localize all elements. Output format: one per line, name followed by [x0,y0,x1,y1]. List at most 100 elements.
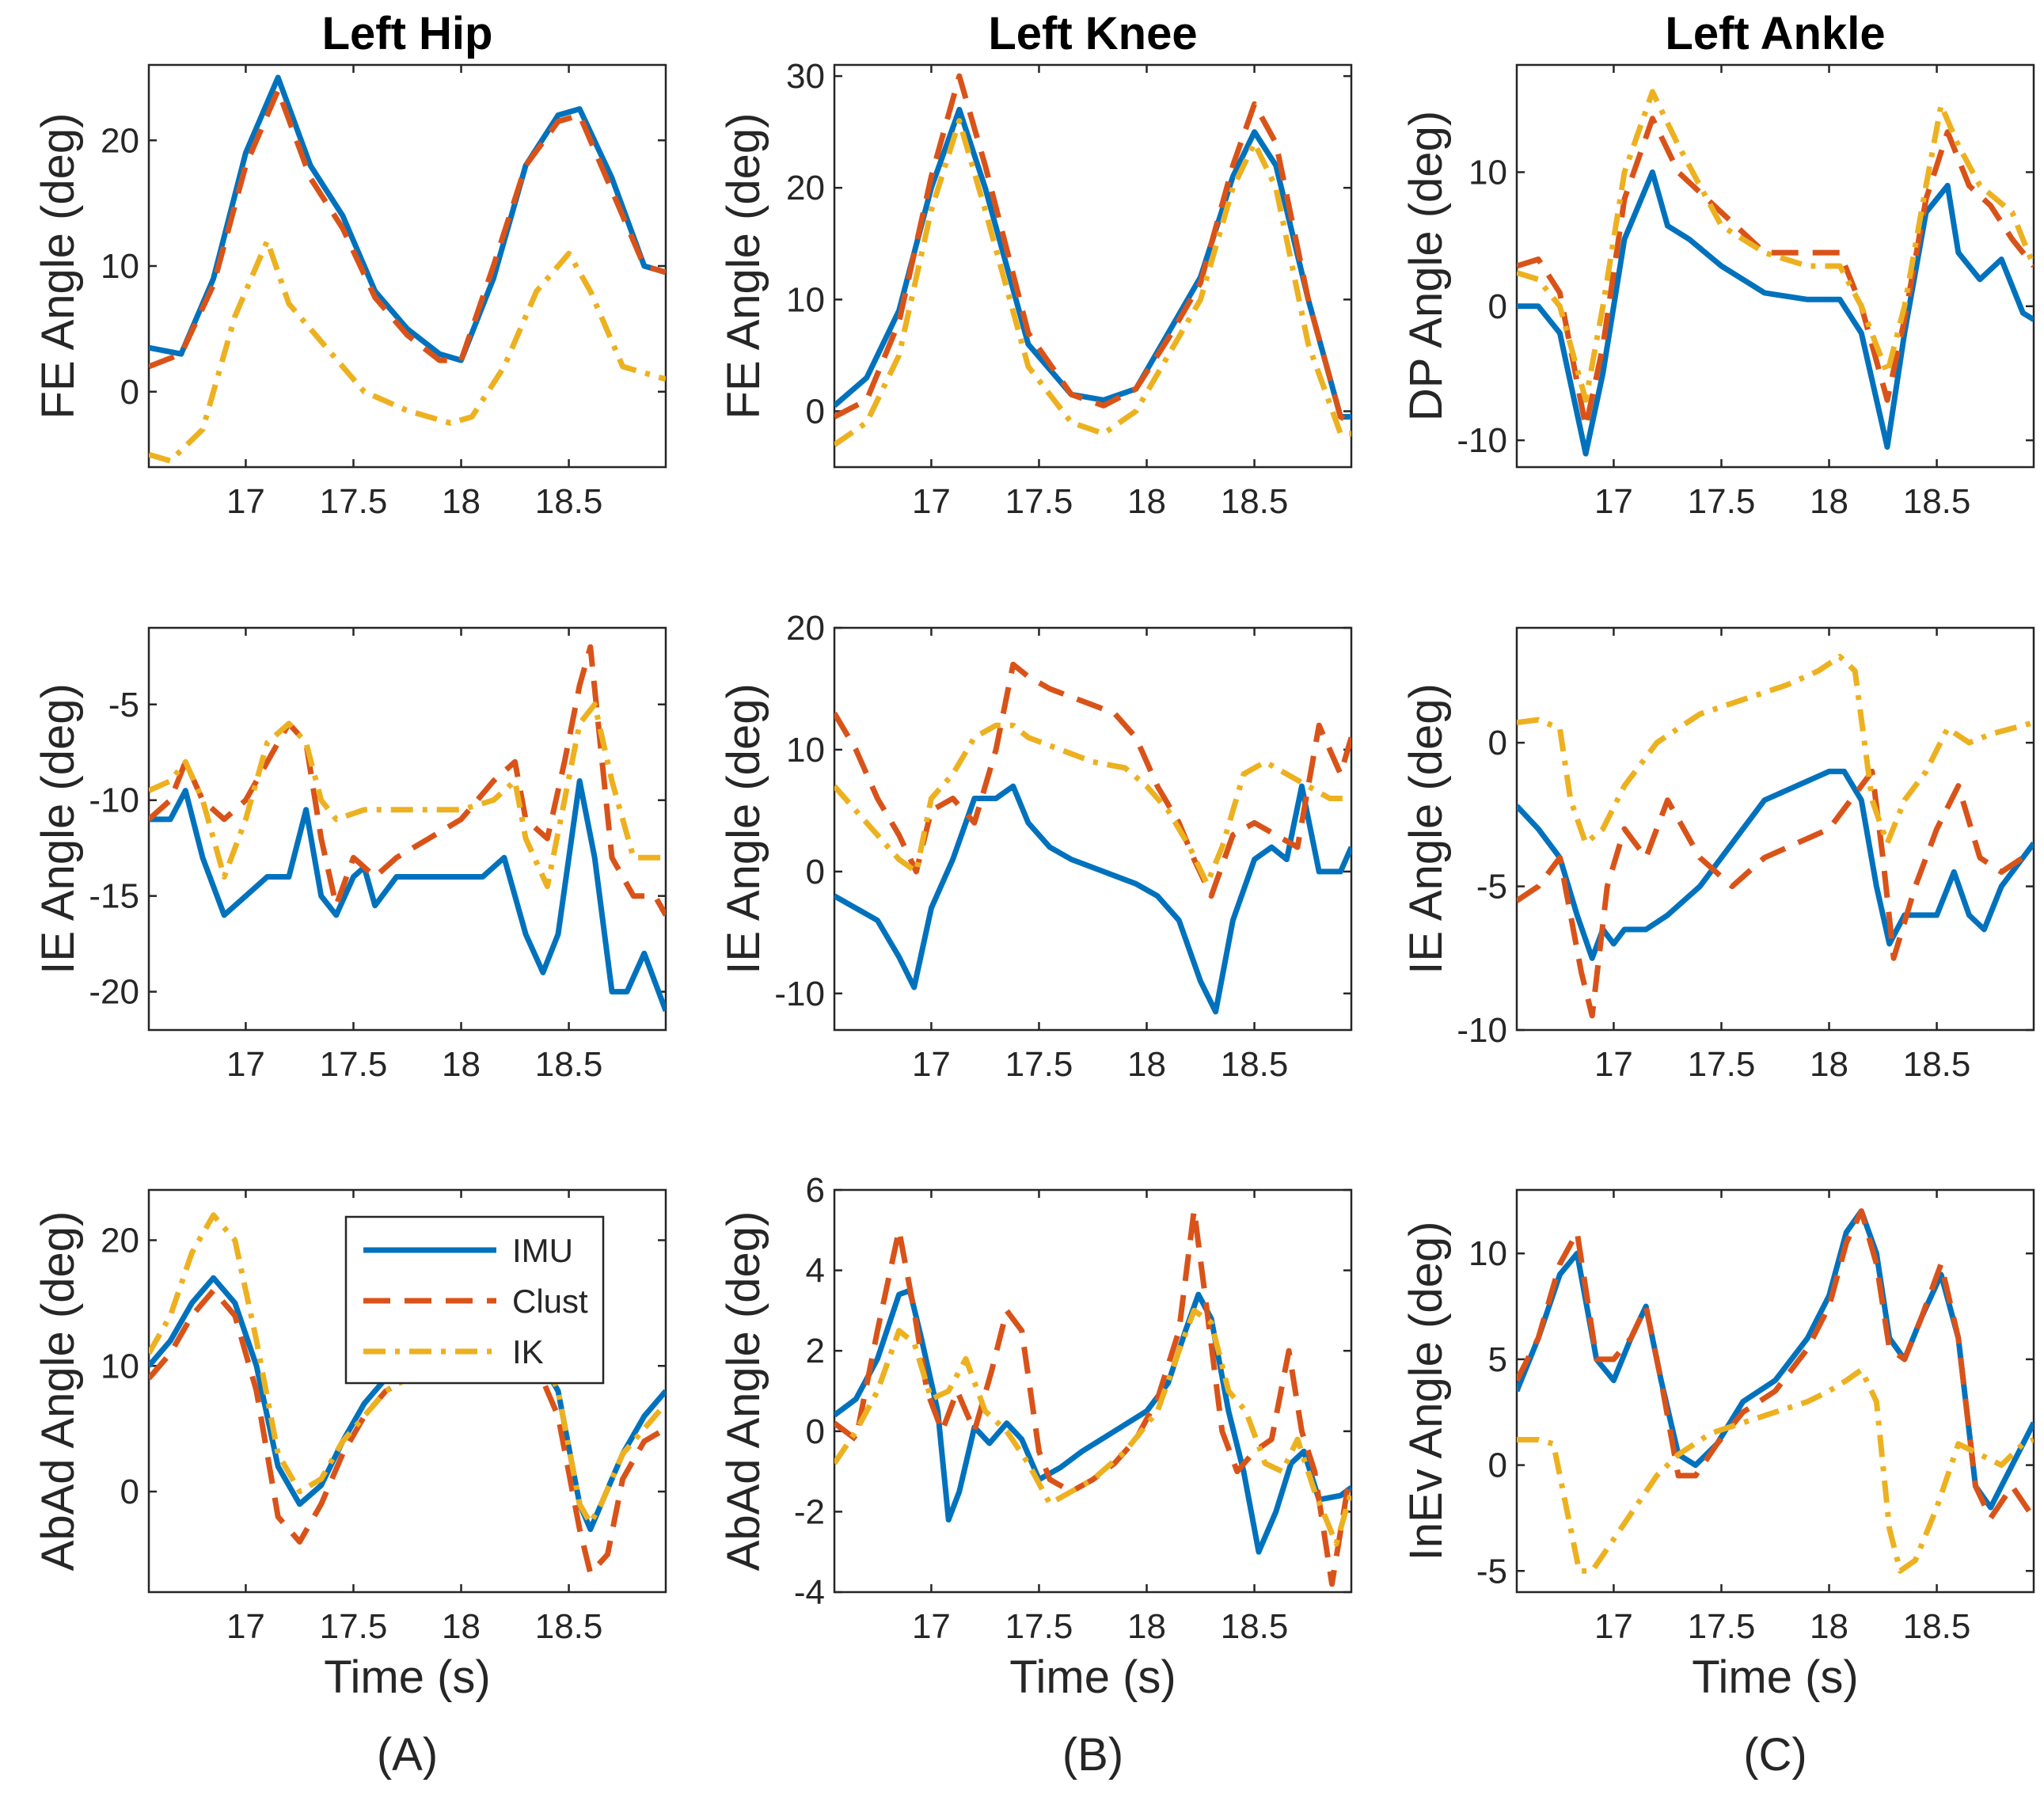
y-tick-label: 10 [101,1347,139,1385]
y-tick-label: 20 [786,609,825,648]
series-line-clust [149,644,666,917]
x-tick-label: 18 [1810,1045,1848,1084]
series-group [149,644,666,1013]
x-axis-label: Time (s) [1692,1651,1858,1703]
series-line-clust [1517,116,2034,430]
y-tick-label: -10 [89,781,139,820]
legend-label: IMU [512,1232,573,1269]
column-title: Left Ankle [1665,8,1885,59]
x-tick-label: 18.5 [1221,1045,1289,1084]
plot-area [833,626,1353,1032]
x-tick-label: 18 [442,1045,481,1084]
series-line-imu [1517,1208,2034,1511]
series-group [1517,1208,2034,1574]
y-tick-label: 0 [1488,724,1507,762]
y-tick-label: 30 [786,57,825,96]
y-tick-label: -10 [1457,1011,1507,1050]
x-tick-label: 17.5 [1688,482,1756,521]
series-line-imu [1517,768,2034,961]
series-line-imu [1517,169,2034,457]
y-tick-label: 5 [1488,1340,1507,1379]
x-axis-label: Time (s) [324,1651,490,1703]
x-tick-label: 18.5 [535,1607,603,1646]
y-tick-label: 0 [1488,1446,1507,1485]
x-tick-label: 17.5 [320,1607,388,1646]
y-tick-label: -5 [1476,868,1507,907]
y-axis-label: FE Angle (deg) [32,113,84,420]
x-tick-label: 17 [912,1607,951,1646]
column-title: Left Hip [322,8,493,59]
y-tick-label: 10 [786,280,825,319]
y-tick-label: 2 [806,1332,825,1370]
y-tick-label: -4 [794,1573,825,1612]
x-tick-label: 17.5 [320,482,388,521]
x-tick-label: 18.5 [1903,1045,1971,1084]
subplot-r0-c0: 17 17.5 18 18.5 0 10 20 FE Angle (deg) [32,63,667,521]
series-line-clust [834,1207,1351,1587]
subplot-r1-c1: 17 17.5 18 18.5 -10 0 10 20 IE Angle (deg) [718,609,1353,1084]
x-tick-label: 18.5 [1221,1607,1289,1646]
y-tick-label: 20 [101,1222,139,1260]
x-tick-label: 18 [442,1607,481,1646]
series-line-ik [1517,653,2034,846]
subplot-r1-c2: 17 17.5 18 18.5 -10 -5 0 IE Angle (deg) [1400,626,2035,1084]
subplot-r2-c0: 17 17.5 18 18.5 0 10 20 AbAd Angle (deg) IMU Clus… [32,1188,667,1646]
legend: IMU Clust IK [344,1215,605,1385]
series-line-imu [149,778,666,1013]
subplot-r0-c2: 17 17.5 18 18.5 -10 0 10 DP Angle (deg) [1400,63,2035,521]
y-axis-label: IE Angle (deg) [32,683,84,975]
x-tick-label: 17 [1594,1045,1633,1084]
y-axis-label: IE Angle (deg) [718,683,769,975]
series-group [1517,89,2034,457]
legend-label: IK [512,1333,544,1370]
y-tick-label: -20 [89,973,139,1012]
x-tick-label: 18 [442,482,481,521]
y-tick-label: 10 [1468,1234,1507,1273]
y-tick-label: -2 [794,1492,825,1531]
subplot-r0-c1: 17 17.5 18 18.5 0 10 20 30 FE Angle (deg) [718,57,1353,521]
column-title: Left Knee [988,8,1197,59]
series-group [1517,653,2034,1019]
x-tick-label: 17.5 [1005,482,1073,521]
legend-label: Clust [512,1283,588,1320]
series-line-ik [149,1212,666,1526]
y-tick-label: -5 [108,686,139,724]
series-line-ik [1517,89,2034,403]
x-tick-label: 17 [912,482,951,521]
series-line-imu [834,106,1351,420]
x-tick-label: 17.5 [1005,1607,1073,1646]
plot-area [833,1188,1353,1594]
x-axis-label: Time (s) [1009,1651,1176,1703]
y-tick-label: 0 [120,373,139,412]
y-tick-label: 6 [806,1171,825,1210]
plot-area [147,626,667,1032]
x-tick-label: 18 [1127,1045,1166,1084]
y-tick-label: 0 [120,1473,139,1511]
x-tick-label: 17 [1594,1607,1633,1646]
panel-label: (B) [1062,1729,1123,1781]
series-line-ik [149,238,666,464]
series-group [149,74,666,464]
y-tick-label: 4 [806,1252,825,1290]
series-line-clust [1517,768,2034,1019]
y-tick-label: 0 [806,392,825,431]
y-tick-label: -15 [89,877,139,916]
y-tick-label: 10 [786,731,825,770]
x-tick-label: 17.5 [1005,1045,1073,1084]
y-axis-label: AbAd Angle (deg) [32,1211,84,1572]
series-group [834,73,1351,447]
subplot-r2-c2: 17 17.5 18 18.5 -5 0 5 10 InEv Angle (deg) [1400,1188,2035,1646]
x-tick-label: 18.5 [535,1045,603,1084]
series-line-ik [149,701,666,890]
plot-area [147,63,667,469]
series-line-imu [834,783,1351,1015]
series-line-ik [1517,1366,2034,1574]
y-tick-label: 20 [101,121,139,160]
x-tick-label: 17 [1594,482,1633,521]
x-tick-label: 18 [1810,1607,1848,1646]
series-group [834,661,1351,1015]
y-tick-label: -5 [1476,1552,1507,1591]
series-line-imu [149,74,666,363]
y-tick-label: -10 [1457,421,1507,460]
